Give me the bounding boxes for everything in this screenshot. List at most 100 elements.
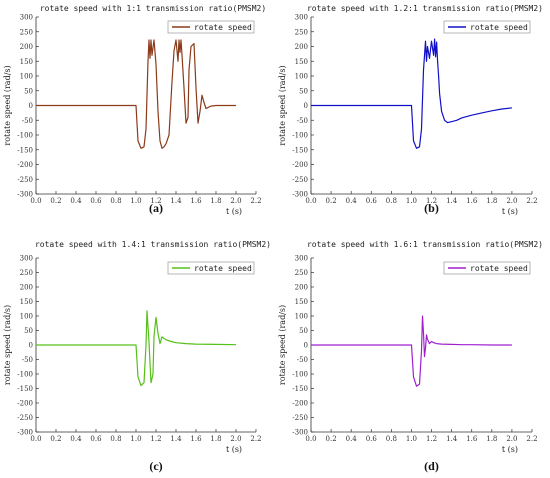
x-tick-label: 1.2 — [150, 197, 161, 205]
legend-label: rotate speed — [194, 23, 252, 32]
x-tick-label: 0.8 — [110, 435, 121, 443]
legend-label: rotate speed — [470, 264, 528, 273]
y-tick-label: -100 — [17, 371, 33, 379]
x-tick-label: 0.0 — [305, 435, 316, 443]
y-axis-label: rotate speed (rad/s) — [3, 305, 12, 385]
chart-panel-1: rotate speed with 1:1 transmission ratio… — [3, 4, 266, 216]
x-axis-label: t (s) — [226, 207, 242, 216]
x-tick-label: 0.4 — [346, 197, 358, 205]
x-tick-label: 1.6 — [466, 435, 478, 443]
chart-title: rotate speed with 1:1 transmission ratio… — [40, 4, 266, 13]
y-tick-label: -250 — [17, 176, 33, 184]
x-tick-label: 2.0 — [230, 197, 241, 205]
y-tick-label: 300 — [295, 14, 308, 22]
x-tick-label: 1.0 — [130, 197, 141, 205]
chart-title: rotate speed with 1.6:1 transmission rat… — [307, 240, 543, 249]
x-tick-label: 2.0 — [506, 197, 517, 205]
x-tick-label: 1.8 — [486, 197, 497, 205]
y-tick-label: -250 — [292, 176, 308, 184]
y-tick-label: -100 — [292, 132, 308, 140]
y-tick-label: -150 — [17, 385, 33, 393]
x-tick-label: 0.4 — [70, 435, 82, 443]
x-tick-label: 0.2 — [50, 197, 61, 205]
legend-box — [443, 20, 531, 34]
panel-label: (b) — [424, 201, 439, 215]
y-tick-label: -150 — [292, 385, 308, 393]
series-line — [36, 310, 237, 387]
series-line — [36, 39, 236, 149]
y-tick-label: -250 — [292, 414, 308, 422]
y-tick-label: -100 — [292, 371, 308, 379]
y-tick-label: -50 — [22, 117, 33, 125]
x-tick-label: 0.6 — [366, 197, 378, 205]
x-tick-label: 1.2 — [426, 435, 437, 443]
chart-title: rotate speed with 1.4:1 transmission rat… — [35, 240, 271, 249]
y-tick-label: -50 — [297, 356, 308, 364]
x-tick-label: 0.8 — [386, 435, 397, 443]
x-tick-label: 1.8 — [210, 197, 221, 205]
x-tick-label: 2.2 — [526, 197, 537, 205]
panel-label: (a) — [149, 201, 163, 215]
chart-panel-3: rotate speed with 1.4:1 transmission rat… — [3, 240, 271, 473]
y-tick-label: 250 — [20, 269, 33, 277]
panel-label: (c) — [149, 459, 162, 473]
legend-box — [167, 20, 255, 34]
legend-box — [443, 261, 531, 275]
y-tick-label: 0 — [304, 342, 308, 350]
y-tick-label: 50 — [24, 87, 33, 95]
y-tick-label: 150 — [295, 298, 308, 306]
y-tick-label: -200 — [17, 400, 33, 408]
x-tick-label: 0.0 — [30, 197, 41, 205]
panel-label: (d) — [424, 459, 439, 473]
y-tick-label: 150 — [295, 58, 308, 66]
x-tick-label: 1.6 — [466, 197, 478, 205]
x-tick-label: 1.2 — [426, 197, 437, 205]
x-axis-label: t (s) — [226, 445, 242, 454]
x-axis-label: t (s) — [502, 207, 518, 216]
y-tick-label: 250 — [20, 28, 33, 36]
x-tick-label: 0.0 — [30, 435, 41, 443]
y-axis-label: rotate speed (rad/s) — [278, 65, 287, 145]
x-tick-label: 0.8 — [386, 197, 397, 205]
y-tick-label: 300 — [20, 255, 33, 263]
y-tick-label: -200 — [17, 161, 33, 169]
x-tick-label: 0.2 — [50, 435, 61, 443]
legend-label: rotate speed — [194, 264, 252, 273]
x-tick-label: 2.0 — [230, 435, 241, 443]
y-tick-label: -50 — [22, 356, 33, 364]
y-tick-label: 200 — [20, 284, 33, 292]
x-tick-label: 1.4 — [170, 435, 182, 443]
x-tick-label: 0.2 — [326, 435, 337, 443]
x-tick-label: 2.2 — [250, 197, 261, 205]
y-tick-label: 0 — [29, 342, 33, 350]
y-tick-label: 50 — [24, 327, 33, 335]
x-tick-label: 1.0 — [130, 435, 141, 443]
x-tick-label: 1.4 — [446, 197, 458, 205]
y-tick-label: 100 — [20, 73, 33, 81]
y-tick-label: -300 — [17, 429, 33, 437]
y-tick-label: -150 — [292, 146, 308, 154]
x-tick-label: 0.6 — [366, 435, 378, 443]
x-tick-label: 1.0 — [406, 197, 417, 205]
legend-box — [167, 261, 255, 275]
y-tick-label: -300 — [292, 429, 308, 437]
y-tick-label: -250 — [17, 414, 33, 422]
y-tick-label: 200 — [295, 43, 308, 51]
y-tick-label: -50 — [297, 117, 308, 125]
x-tick-label: 0.0 — [305, 197, 316, 205]
x-axis-label: t (s) — [502, 445, 518, 454]
y-tick-label: -200 — [292, 161, 308, 169]
x-tick-label: 1.8 — [486, 435, 497, 443]
x-tick-label: 0.4 — [70, 197, 82, 205]
y-tick-label: 250 — [295, 269, 308, 277]
y-axis-label: rotate speed (rad/s) — [3, 65, 12, 145]
y-tick-label: -200 — [292, 400, 308, 408]
x-tick-label: 1.2 — [150, 435, 161, 443]
x-tick-label: 2.2 — [526, 435, 537, 443]
y-tick-label: -100 — [17, 132, 33, 140]
x-tick-label: 1.4 — [170, 197, 182, 205]
x-tick-label: 1.4 — [446, 435, 458, 443]
x-tick-label: 1.0 — [406, 435, 417, 443]
y-tick-label: 100 — [20, 313, 33, 321]
